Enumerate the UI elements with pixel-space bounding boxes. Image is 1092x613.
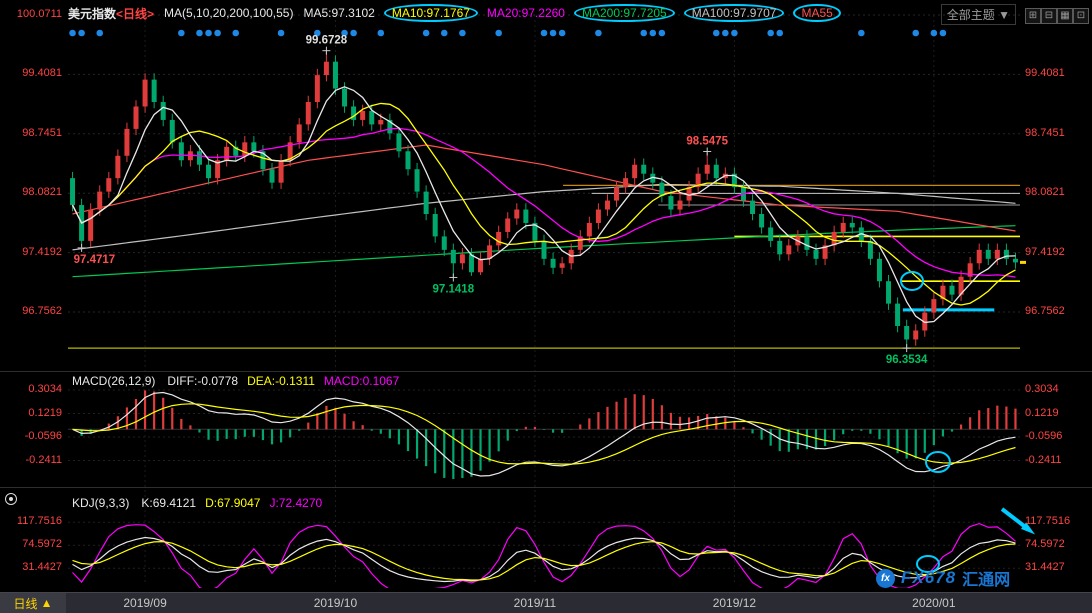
axis-tick-label: -0.0596: [24, 430, 62, 443]
indicator-readout: D:67.9047: [205, 496, 261, 510]
chevron-up-icon: ▲: [40, 596, 53, 610]
macd-title: MACD(26,12,9): [72, 374, 156, 388]
indicator-readout: MA100:97.9707: [683, 4, 785, 22]
window-layout-buttons: ⊞ ⊟ ▦ ⊡: [1025, 5, 1089, 24]
svg-text:97.4717: 97.4717: [74, 254, 116, 266]
axis-tick-label: 100.0711: [16, 8, 62, 20]
watermark-site: 汇通网: [962, 572, 1011, 589]
axis-tick-label: 96.7562: [22, 305, 62, 317]
axis-tick-label: 0.1219: [28, 406, 62, 419]
macd-header: MACD(26,12,9) DIFF:-0.0778 DEA:-0.1311 MAC…: [72, 374, 399, 388]
price-annotations: 99.6728 97.4717 97.1418 98.5475 96.3534: [74, 35, 928, 366]
theme-selector-button[interactable]: 全部主题 ▼: [940, 4, 1016, 25]
axis-tick-label: 117.7516: [1025, 515, 1071, 528]
indicator-readout: MA10:97.1767: [383, 4, 478, 22]
window-layout-button[interactable]: ⊡: [1073, 8, 1089, 24]
axis-tick-label: 0.3034: [28, 383, 62, 395]
window-layout-button[interactable]: ⊟: [1041, 8, 1057, 24]
gridlines: [68, 14, 1020, 585]
theme-selector-label: 全部主题: [946, 8, 995, 22]
indicator-readout: DEA:-0.1311: [247, 374, 315, 388]
kdj-title: KDJ(9,3,3): [72, 496, 130, 510]
indicator-readout: MACD:0.1067: [323, 374, 400, 388]
period-tab-daily[interactable]: 日线 ▲: [0, 593, 66, 613]
axis-tick-label: 31.4427: [1025, 561, 1065, 574]
x-axis-date-label: 2020/01: [912, 596, 956, 610]
axis-tick-label: 0.3034: [1025, 383, 1059, 395]
axis-tick-label: -0.0596: [1025, 430, 1063, 443]
svg-text:97.1418: 97.1418: [433, 283, 475, 295]
kdj-readouts: K:69.4121 D:67.9047 J:72.4270: [141, 496, 322, 510]
axis-tick-label: 99.4081: [1025, 67, 1065, 80]
symbol-name: 美元指数: [68, 6, 117, 21]
axis-tick-label: 0.1219: [1025, 406, 1059, 419]
macd-histogram: [68, 390, 1020, 479]
axis-tick-label: 31.4427: [22, 561, 62, 574]
svg-text:99.6728: 99.6728: [306, 35, 348, 47]
axis-tick-label: 98.0821: [22, 186, 62, 199]
indicator-readout: MA5:97.3102: [303, 6, 375, 20]
indicator-readout: MA20:97.2260: [486, 6, 565, 20]
ma-readouts: MA5:97.3102 MA10:97.1767 MA20:97.2260 MA200…: [303, 4, 841, 22]
indicator-readout: J:72.4270: [269, 496, 323, 510]
top-right-controls: 全部主题 ▼ ⊞ ⊟ ▦ ⊡: [940, 4, 1089, 25]
axis-tick-label: 96.7562: [1025, 305, 1065, 317]
indicator-readout: MA200:97.7205: [573, 4, 675, 22]
x-axis-date-label: 2019/12: [712, 596, 757, 610]
axis-tick-label: 74.5972: [22, 538, 62, 551]
indicator-readout: MA55: [793, 4, 841, 22]
fx678-logo-icon: fx: [876, 568, 895, 588]
chevron-down-icon: ▼: [998, 8, 1010, 22]
indicator-readout: DIFF:-0.0778: [167, 374, 239, 388]
axis-tick-label: -0.2411: [1025, 453, 1062, 466]
watermark: fx FX678 汇通网: [876, 566, 1010, 590]
period-tab-label: 日线: [13, 596, 38, 611]
panel-marker-icon: [5, 493, 17, 505]
panel-divider: [0, 371, 1092, 372]
macd-readouts: DIFF:-0.0778 DEA:-0.1311 MACD:0.1067: [167, 374, 399, 388]
bottom-bar: 日线 ▲ 2019/09 2019/10 2019/11 2019/12 2020/01: [0, 592, 1092, 613]
axis-tick-label: -0.2411: [25, 453, 63, 466]
window-layout-button[interactable]: ▦: [1057, 8, 1073, 24]
kdj-header: KDJ(9,3,3) K:69.4121 D:67.9047 J:72.4270: [72, 496, 322, 510]
highlight-annotations: [900, 271, 1036, 573]
axis-tick-label: 74.5972: [1025, 538, 1065, 551]
axis-tick-label: 99.4081: [22, 67, 62, 80]
ma-fast-lines: [71, 86, 1016, 324]
indicator-readout: K:69.4121: [141, 496, 197, 510]
svg-text:96.3534: 96.3534: [886, 354, 928, 366]
event-dots: [69, 29, 947, 37]
x-axis-date-label: 2019/09: [123, 596, 167, 610]
axis-tick-label: 117.7516: [16, 515, 62, 528]
ma-params-label: MA(5,10,20,200,100,55): [164, 6, 294, 20]
x-axis-date-label: 2019/11: [513, 596, 557, 610]
watermark-brand: FX678: [901, 568, 957, 587]
panel-divider: [0, 487, 1092, 488]
axis-tick-label: 98.0821: [1025, 186, 1065, 199]
kdj-lines: [72, 522, 1016, 588]
axis-tick-label: 97.4192: [1025, 245, 1065, 258]
x-axis-date-label: 2019/10: [313, 596, 358, 610]
axis-tick-label: 97.4192: [22, 245, 62, 258]
axis-tick-label: 98.7451: [22, 126, 62, 139]
svg-text:98.5475: 98.5475: [686, 136, 728, 148]
last-price-tick: [1020, 260, 1026, 264]
candles: [70, 50, 1018, 349]
period-label: <日线>: [116, 6, 155, 21]
macd-lines: [72, 391, 1016, 477]
main-chart-header: 美元指数<日线> MA(5,10,20,200,100,55) MA5:97.3…: [68, 4, 841, 22]
symbol-title: 美元指数<日线>: [68, 5, 154, 22]
axis-tick-label: 98.7451: [1025, 126, 1065, 139]
window-layout-button[interactable]: ⊞: [1025, 8, 1041, 24]
